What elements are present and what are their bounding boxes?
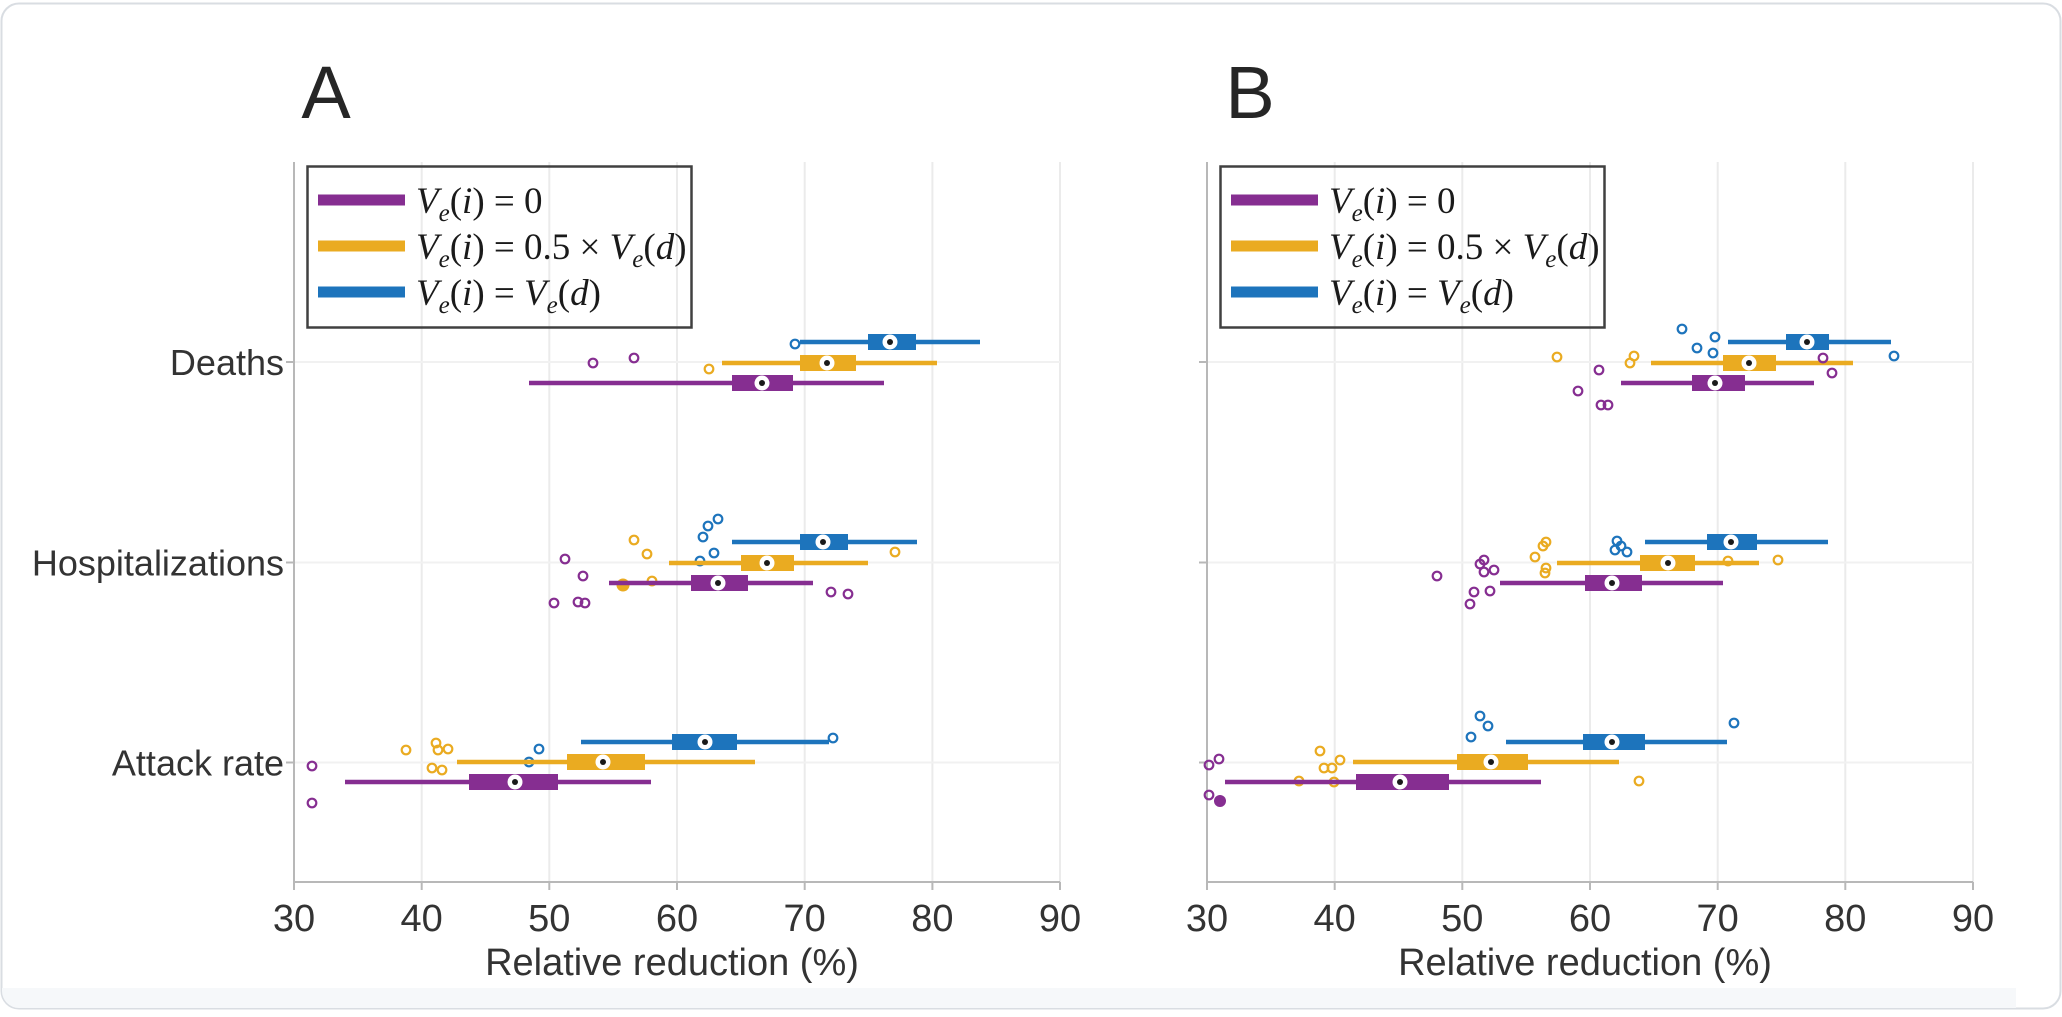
svg-text:Relative reduction (%): Relative reduction (%) — [1398, 942, 1772, 984]
svg-text:60: 60 — [656, 898, 698, 940]
svg-text:40: 40 — [1314, 898, 1356, 940]
svg-text:30: 30 — [273, 898, 315, 940]
svg-text:80: 80 — [1824, 898, 1866, 940]
svg-text:40: 40 — [401, 898, 443, 940]
svg-text:Deaths: Deaths — [170, 342, 284, 383]
svg-text:50: 50 — [528, 898, 570, 940]
svg-text:70: 70 — [784, 898, 826, 940]
svg-text:Hospitalizations: Hospitalizations — [32, 543, 284, 584]
svg-text:Ve(i) = 0.5 × Ve(d): Ve(i) = 0.5 × Ve(d) — [1329, 227, 1600, 273]
svg-text:30: 30 — [1186, 898, 1228, 940]
svg-text:Ve(i) = 0: Ve(i) = 0 — [1329, 181, 1456, 227]
svg-text:80: 80 — [911, 898, 953, 940]
svg-text:Ve(i) = 0.5 × Ve(d): Ve(i) = 0.5 × Ve(d) — [416, 227, 687, 273]
svg-text:70: 70 — [1697, 898, 1739, 940]
svg-text:Ve(i) = 0: Ve(i) = 0 — [416, 181, 543, 227]
svg-text:Ve(i) = Ve(d): Ve(i) = Ve(d) — [416, 273, 601, 319]
svg-text:90: 90 — [1039, 898, 1081, 940]
svg-text:B: B — [1225, 51, 1274, 134]
svg-text:A: A — [301, 51, 351, 134]
svg-text:60: 60 — [1569, 898, 1611, 940]
svg-text:90: 90 — [1952, 898, 1994, 940]
svg-text:Attack rate: Attack rate — [112, 743, 284, 784]
svg-text:50: 50 — [1441, 898, 1483, 940]
svg-text:Ve(i) = Ve(d): Ve(i) = Ve(d) — [1329, 273, 1514, 319]
svg-text:Relative reduction (%): Relative reduction (%) — [485, 942, 859, 984]
